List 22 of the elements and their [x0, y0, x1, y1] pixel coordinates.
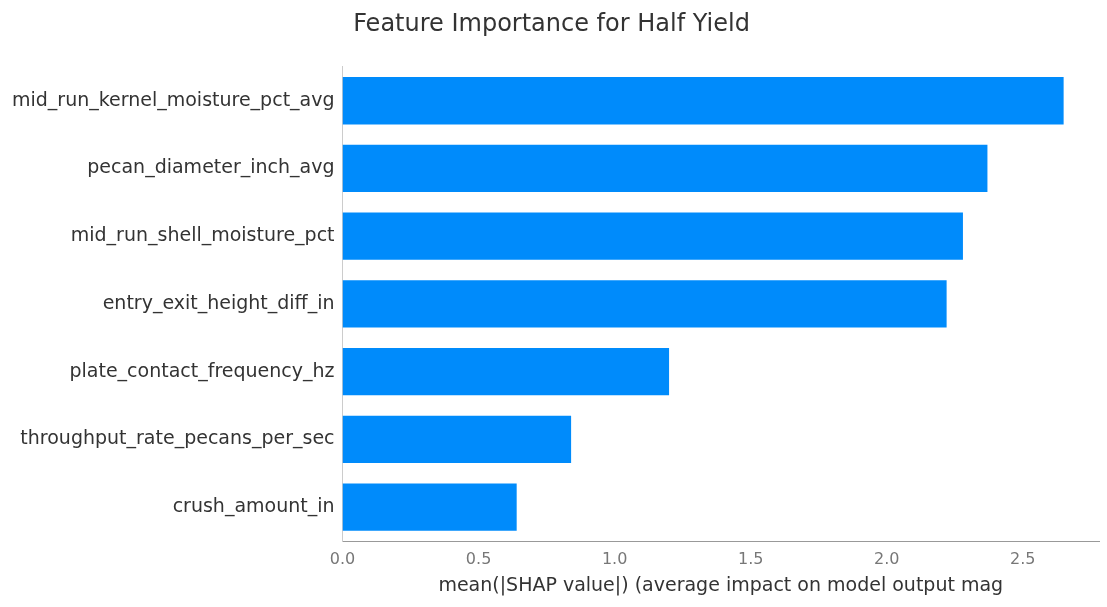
x-tick-label: 2.0: [874, 548, 900, 568]
x-tick-label: 0.5: [465, 548, 492, 568]
bar: [342, 144, 988, 193]
y-tick-label: mid_run_shell_moisture_pct: [70, 223, 335, 247]
x-tick-label: 1.0: [601, 548, 628, 568]
x-axis-title: mean(|SHAP value|) (average impact on model output mag: [438, 572, 1004, 596]
bar: [342, 212, 963, 260]
y-tick-label: pecan_diameter_inch_avg: [87, 155, 335, 179]
bar: [342, 415, 572, 464]
chart-title: Feature Importance for Half Yield: [353, 8, 750, 37]
bar: [342, 76, 1064, 125]
y-tick-label: crush_amount_in: [172, 494, 335, 518]
bar: [342, 280, 947, 328]
x-tick-label: 1.5: [737, 548, 764, 568]
bar: [342, 483, 517, 531]
y-tick-label: throughput_rate_pecans_per_sec: [20, 426, 335, 450]
y-tick-label: mid_run_kernel_moisture_pct_avg: [11, 87, 335, 111]
y-tick-label: entry_exit_height_diff_in: [102, 290, 335, 314]
bar: [342, 347, 670, 396]
y-tick-label: plate_contact_frequency_hz: [69, 358, 335, 382]
x-tick-label: 0.0: [329, 548, 356, 568]
x-tick-label: 2.5: [1010, 548, 1036, 568]
